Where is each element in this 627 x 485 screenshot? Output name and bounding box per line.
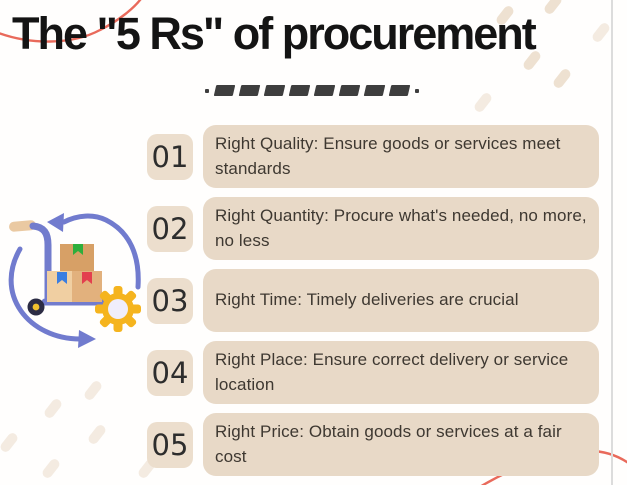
list-item: 03 Right Time: Timely deliveries are cru… <box>147 269 599 332</box>
wheel-icon <box>27 298 45 316</box>
item-text: Right Quantity: Procure what's needed, n… <box>215 205 587 250</box>
item-number-badge: 04 <box>147 349 193 396</box>
item-card: Right Time: Timely deliveries are crucia… <box>203 269 599 332</box>
divider-dash <box>363 85 386 96</box>
speckle <box>42 397 64 420</box>
divider-dash <box>388 85 411 96</box>
item-text: Right Price: Obtain goods or services at… <box>215 421 562 466</box>
page-title: The "5 Rs" of procurement <box>12 8 537 59</box>
speckle <box>472 91 494 114</box>
divider-dash <box>213 85 236 96</box>
item-number-badge: 05 <box>147 421 193 468</box>
item-card: Right Quantity: Procure what's needed, n… <box>203 197 599 260</box>
speckle <box>0 431 20 454</box>
red-curve-top-icon <box>0 0 142 43</box>
list-item: 04 Right Place: Ensure correct delivery … <box>147 341 599 404</box>
item-number-badge: 01 <box>147 133 193 180</box>
item-text: Right Place: Ensure correct delivery or … <box>215 349 569 394</box>
item-number-badge: 03 <box>147 277 193 324</box>
item-card: Right Price: Obtain goods or services at… <box>203 413 599 476</box>
five-rs-list: 01 Right Quality: Ensure goods or servic… <box>147 125 599 485</box>
procurement-illustration <box>8 213 141 348</box>
cycle-arrow-bottom-icon <box>8 246 96 348</box>
divider-dot <box>205 88 209 93</box>
dashed-divider <box>205 84 419 97</box>
list-item: 01 Right Quality: Ensure goods or servic… <box>147 125 599 188</box>
speckle <box>86 423 108 446</box>
divider-dash <box>288 85 311 96</box>
speckle <box>82 379 104 402</box>
speckle <box>40 457 62 480</box>
divider-dash <box>263 85 286 96</box>
divider-dot <box>415 88 419 93</box>
speckle <box>551 67 573 90</box>
divider-dash <box>338 85 361 96</box>
item-card: Right Quality: Ensure goods or services … <box>203 125 599 188</box>
canvas-edge-line <box>611 0 613 485</box>
item-card: Right Place: Ensure correct delivery or … <box>203 341 599 404</box>
list-item: 02 Right Quantity: Procure what's needed… <box>147 197 599 260</box>
cycle-arrow-top-icon <box>47 213 141 290</box>
gear-icon <box>95 286 141 332</box>
divider-dash <box>313 85 336 96</box>
divider-dash <box>238 85 261 96</box>
item-text: Right Time: Timely deliveries are crucia… <box>215 290 519 310</box>
item-number-badge: 02 <box>147 205 193 252</box>
boxes-icon <box>47 244 102 302</box>
list-item: 05 Right Price: Obtain goods or services… <box>147 413 599 476</box>
item-text: Right Quality: Ensure goods or services … <box>215 133 561 178</box>
